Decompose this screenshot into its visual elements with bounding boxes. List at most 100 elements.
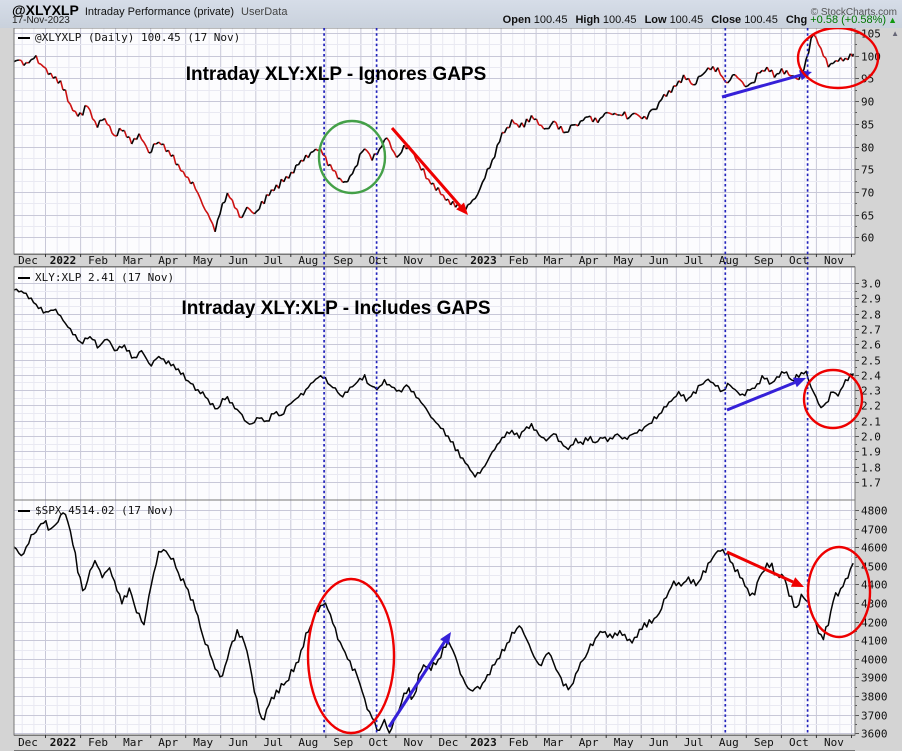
november-rally-ellipse	[796, 26, 880, 90]
panel1-legend: @XLYXLP (Daily) 100.45 (17 Nov)	[18, 31, 240, 44]
y-axis-label: 1.9	[861, 446, 881, 459]
change-up-icon: ▲	[888, 15, 897, 25]
month-label: Aug	[298, 736, 319, 749]
copyright-label: © StockCharts.com	[810, 7, 897, 18]
y-axis-label: 1.7	[861, 477, 881, 490]
y-axis-label: 2.5	[861, 355, 881, 368]
y-axis-label: 3.0	[861, 278, 881, 291]
open-label: Open	[502, 14, 531, 26]
y-axis-label: 2.1	[861, 416, 881, 429]
month-label: Jul	[263, 254, 284, 267]
month-label: May	[193, 736, 214, 749]
month-label: Dec	[18, 254, 38, 267]
month-label: Apr	[578, 736, 599, 749]
october-rally-arrowhead	[440, 632, 451, 645]
y-axis-label: 3600	[861, 728, 888, 741]
panel2-legend: XLY:XLP 2.41 (17 Nov)	[18, 271, 174, 284]
y-axis-label: 4600	[861, 542, 888, 555]
month-label: Feb	[88, 736, 109, 749]
y-axis-label: 3900	[861, 672, 888, 685]
month-label: Apr	[158, 254, 179, 267]
month-label: Mar	[123, 254, 144, 267]
month-label: Sep	[333, 736, 354, 749]
line-key-icon	[18, 37, 30, 39]
header-row-title: @XLYXLP Intraday Performance (private) U…	[12, 2, 897, 18]
month-label: Feb	[508, 736, 529, 749]
y-axis-label: 75	[861, 164, 874, 177]
month-label: May	[613, 736, 634, 749]
panel-3: 4800 4700 4600 4500 4400 4300 4200 4100 4000 3900…	[13, 499, 888, 741]
price-line	[13, 288, 854, 478]
month-axis-middle: Dec 2022 Feb Mar Apr May Jun Jul Aug Sep Oct Nov Dec…	[0, 254, 902, 267]
price-line	[13, 512, 854, 734]
month-label: Dec	[18, 736, 38, 749]
panel3-legend: $SPX 4514.02 (17 Nov)	[18, 504, 174, 517]
month-label: Jul	[683, 254, 704, 267]
month-label: Nov	[403, 736, 424, 749]
close-value: 100.45	[744, 14, 778, 26]
high-value: 100.45	[602, 14, 637, 26]
autumn-decline-arrow	[726, 550, 794, 584]
year-label: 2023	[470, 736, 497, 749]
month-axis-ticks	[14, 254, 855, 267]
symbol-title: @XLYXLP	[12, 2, 79, 18]
panel-2: 3.0 2.9 2.8 2.7 2.6 2.5 2.4 2.3 2.2 2.1 2.0 1.9 1.8 1…	[13, 266, 881, 501]
y-axis-label: 3800	[861, 691, 888, 704]
change-value: +0.58 (+0.58%)	[810, 14, 887, 26]
y-axis-label: 4400	[861, 579, 888, 592]
chart-date: 17-Nov-2023	[12, 15, 70, 26]
panel1-legend-text: @XLYXLP (Daily) 100.45 (17 Nov)	[35, 31, 241, 44]
y-axis-label: 65	[861, 210, 874, 223]
user-data-tag: UserData	[241, 6, 288, 18]
month-label: Mar	[543, 736, 564, 749]
month-label: Oct	[368, 254, 389, 267]
month-label: Jun	[648, 254, 669, 267]
month-label: Oct	[368, 736, 389, 749]
month-label: Oct	[788, 736, 809, 749]
month-axis-bottom: Dec 2022 Feb Mar Apr May Jun Jul Aug Sep Oct Nov Dec…	[0, 736, 902, 751]
month-label: Jun	[228, 736, 249, 749]
uptrend-arrow	[721, 73, 801, 99]
y-axis-label: 2.3	[861, 385, 881, 398]
y-axis-label: 2.2	[861, 400, 881, 413]
y-axis-label: 60	[861, 232, 874, 245]
low-value: 100.45	[669, 14, 704, 26]
month-label: Jun	[648, 736, 669, 749]
sept-2022-breakdown-ellipse	[306, 577, 396, 735]
month-label: Aug	[298, 254, 319, 267]
month-label: Jul	[683, 736, 704, 749]
y-axis-label: 4100	[861, 635, 888, 648]
high-label: High	[575, 14, 600, 26]
y-axis-label: 4800	[861, 505, 888, 518]
panel1-title: Intraday XLY:XLP - Ignores GAPS	[185, 64, 487, 85]
month-label: Apr	[158, 736, 179, 749]
y-axis-label: 3700	[861, 710, 888, 723]
y-axis-label: 2.4	[861, 370, 881, 383]
month-label: Sep	[333, 254, 354, 267]
month-label: Nov	[403, 254, 424, 267]
low-label: Low	[644, 14, 667, 26]
gap-rally-highlight-ellipse	[317, 119, 387, 195]
y-axis-label: 4000	[861, 654, 888, 667]
month-label: Mar	[123, 736, 144, 749]
price-line-down-segments	[18, 33, 854, 233]
y-axis-label: 4500	[861, 561, 888, 574]
month-label: Mar	[543, 254, 564, 267]
change-label: Chg	[785, 14, 808, 26]
y-axis-label: 4700	[861, 524, 888, 537]
month-label: Oct	[788, 254, 809, 267]
month-label: Dec	[438, 736, 459, 749]
month-label: Apr	[578, 254, 599, 267]
line-key-icon	[18, 510, 30, 512]
axis-scroll-up-icon[interactable]: ▲	[891, 29, 899, 38]
ohlc-readout: Open 100.45 High 100.45 Low 100.45 Close 100.45…	[495, 14, 897, 26]
y-axis-label: 2.7	[861, 324, 881, 337]
y-axis-label: 100	[861, 51, 881, 64]
month-label: Jun	[228, 254, 249, 267]
uptrend-arrow	[726, 381, 796, 412]
y-axis-label: 4200	[861, 617, 888, 630]
y-axis-label: 2.0	[861, 431, 881, 444]
month-label: May	[613, 254, 634, 267]
month-label: Nov	[823, 736, 844, 749]
